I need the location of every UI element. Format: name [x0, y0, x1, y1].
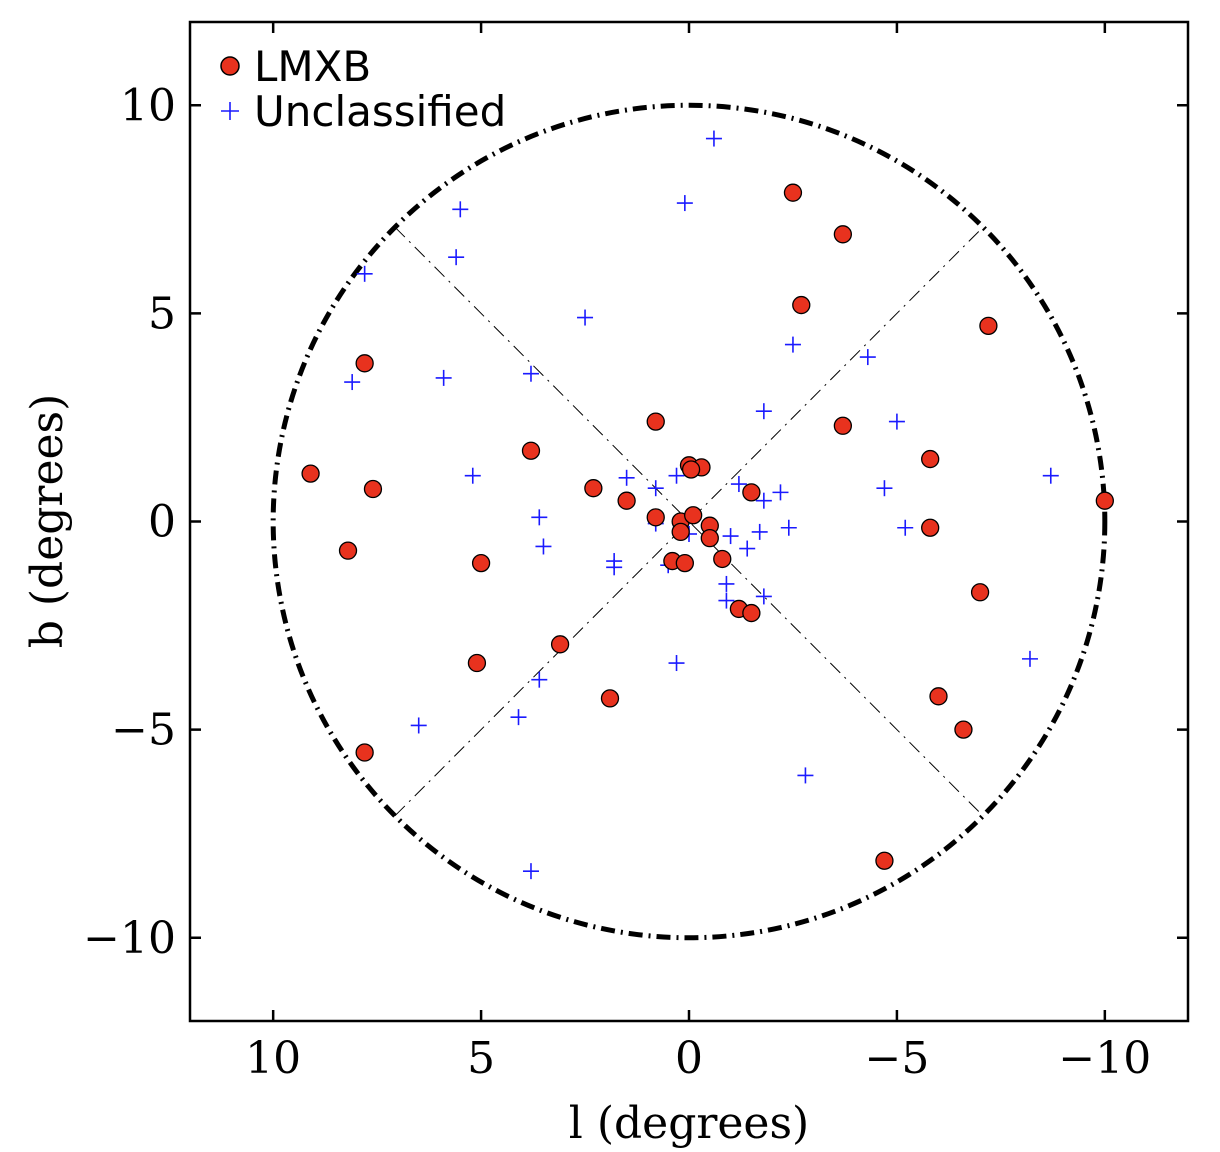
diagonal-line-1 — [394, 226, 984, 817]
unclassified-point — [510, 709, 527, 726]
lmxb-point — [617, 491, 636, 510]
x-axis-label: l (degrees) — [569, 1098, 809, 1149]
unclassified-point — [876, 480, 893, 497]
unclassified-point — [668, 467, 685, 484]
lmxb-point — [875, 851, 894, 870]
y-tick-label: 0 — [148, 497, 176, 548]
lmxb-point — [467, 653, 487, 673]
unclassified-point — [897, 519, 914, 536]
lmxb-point — [684, 506, 703, 525]
legend-unclassified-label: Unclassified — [254, 87, 506, 136]
x-tick-label: 10 — [245, 1033, 301, 1084]
lmxb-point — [471, 553, 491, 573]
unclassified-point — [577, 309, 594, 326]
lmxb-point — [355, 743, 374, 762]
lmxb-point — [921, 449, 940, 469]
lmxb-point — [600, 689, 620, 708]
unclassified-point — [718, 575, 735, 592]
lmxb-point — [833, 225, 853, 244]
lmxb-point — [363, 479, 383, 499]
y-tick-label: −5 — [111, 705, 176, 756]
points-layer — [301, 130, 1114, 880]
unclassified-point — [356, 265, 373, 282]
unclassified-point — [705, 130, 722, 147]
lmxb-point — [301, 464, 320, 483]
y-tick-label: 5 — [148, 288, 176, 339]
boundary-circle — [270, 102, 1108, 941]
x-tick-label: −5 — [864, 1033, 929, 1084]
legend-lmxb-label: LMXB — [254, 42, 371, 91]
unclassified-point — [722, 528, 739, 545]
lmxb-point — [970, 583, 990, 602]
x-tick-label: 5 — [467, 1033, 495, 1084]
unclassified-point — [522, 863, 539, 880]
unclassified-point — [452, 201, 469, 218]
lmxb-point — [671, 522, 690, 542]
unclassified-point — [647, 480, 664, 497]
unclassified-point — [888, 413, 905, 430]
unclassified-point — [772, 484, 789, 501]
lmxb-point — [646, 508, 665, 527]
unclassified-point — [755, 492, 772, 509]
unclassified-point — [435, 369, 452, 386]
lmxb-point — [833, 416, 853, 435]
overlay-layer — [270, 102, 1108, 941]
unclassified-point — [755, 588, 772, 605]
x-tick-label: −10 — [1058, 1033, 1151, 1084]
lmxb-point — [584, 479, 603, 498]
unclassified-point — [668, 655, 685, 672]
lmxb-point — [713, 549, 732, 569]
unclassified-point — [784, 336, 801, 353]
unclassified-point — [531, 671, 548, 688]
unclassified-point — [676, 195, 693, 212]
lmxb-point — [979, 316, 998, 336]
lmxb-point — [646, 412, 665, 431]
unclassified-point — [1042, 467, 1059, 484]
lmxb-point — [742, 483, 761, 502]
lmxb-point — [783, 183, 803, 202]
unclassified-point — [730, 476, 747, 493]
unclassified-point — [780, 519, 797, 536]
unclassified-point — [535, 538, 552, 555]
unclassified-point — [718, 592, 735, 609]
lmxb-point — [681, 460, 701, 479]
unclassified-point — [755, 403, 772, 420]
unclassified-point — [531, 509, 548, 526]
unclassified-point — [606, 559, 623, 576]
lmxb-point — [954, 720, 973, 739]
x-tick-label: 0 — [675, 1033, 703, 1084]
y-tick-label: 10 — [120, 80, 176, 131]
lmxb-point — [792, 295, 811, 315]
unclassified-point — [739, 540, 756, 557]
lmxb-point — [338, 541, 358, 560]
unclassified-point — [859, 349, 876, 366]
lmxb-point — [700, 529, 719, 548]
unclassified-point — [751, 523, 768, 540]
lmxb-point — [929, 687, 948, 706]
unclassified-point — [464, 467, 481, 484]
lmxb-point — [742, 603, 761, 623]
legend-unclassified-marker — [221, 102, 239, 120]
lmxb-point — [675, 553, 694, 573]
ticks-layer: 10 5 0 −5 −10 10 5 0 −5 −10 — [83, 22, 1188, 1084]
lmxb-point — [355, 354, 374, 373]
diagonal-line-2 — [394, 226, 984, 817]
unclassified-point — [448, 249, 465, 266]
unclassified-point — [344, 374, 361, 391]
legend: LMXB Unclassified — [220, 42, 506, 136]
y-axis-label: b (degrees) — [22, 394, 73, 649]
unclassified-point — [618, 469, 635, 486]
lmxb-point — [921, 518, 940, 537]
lmxb-point — [521, 441, 541, 460]
unclassified-point — [410, 717, 427, 734]
unclassified-point — [797, 767, 814, 784]
y-tick-label: −10 — [83, 913, 176, 964]
lmxb-point — [550, 635, 570, 654]
lmxb-point — [1095, 491, 1114, 510]
unclassified-point — [1021, 650, 1038, 667]
unclassified-point — [522, 365, 539, 382]
legend-lmxb-marker — [220, 56, 240, 76]
